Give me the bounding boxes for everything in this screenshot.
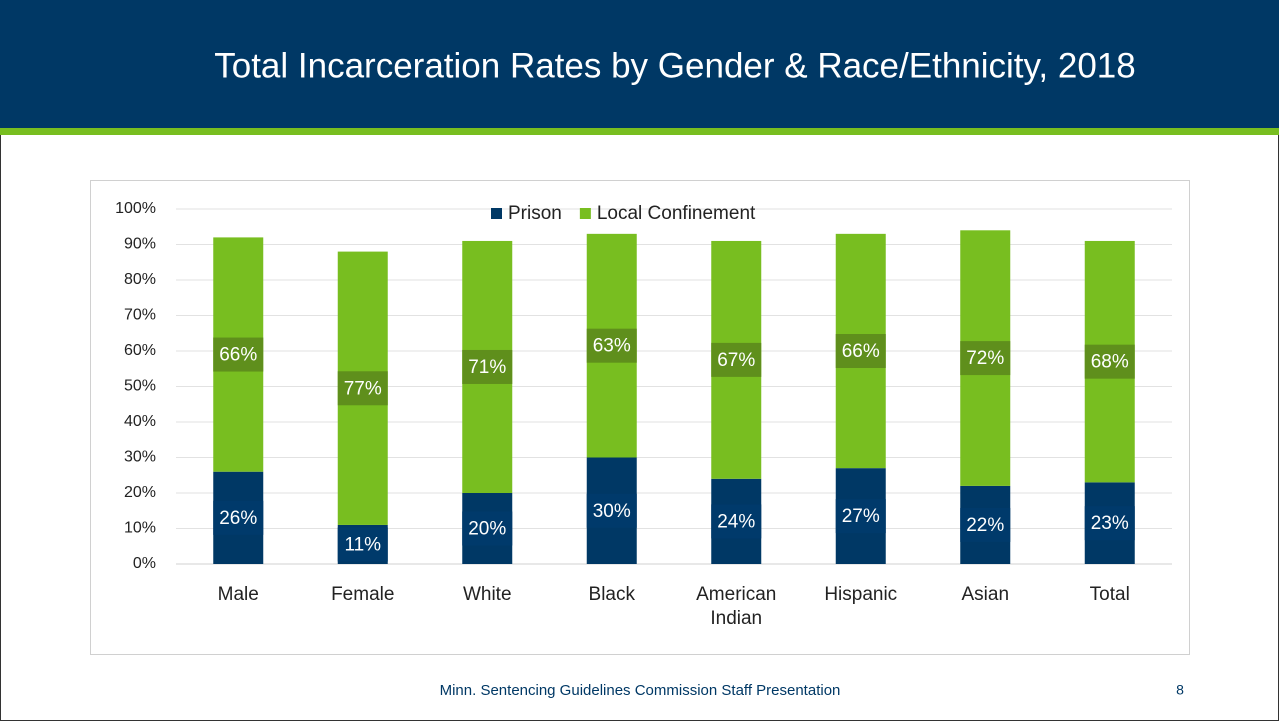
data-label: 30% [593, 501, 631, 522]
legend-label: Local Confinement [597, 203, 756, 224]
page-number: 8 [1176, 682, 1184, 698]
data-label: 68% [1091, 352, 1129, 373]
y-tick-label: 60% [124, 342, 156, 359]
y-tick-label: 40% [124, 413, 156, 430]
legend-label: Prison [508, 203, 562, 224]
data-label-box [586, 493, 637, 528]
x-tick-label: Hispanic [824, 584, 898, 605]
data-label-box [213, 500, 264, 535]
data-label-box [711, 504, 762, 539]
data-label: 71% [468, 357, 506, 378]
data-label-box [462, 349, 513, 384]
data-label-box [462, 511, 513, 546]
data-label-box [960, 507, 1011, 542]
data-label: 66% [842, 341, 880, 362]
data-label: 77% [344, 378, 382, 399]
x-tick-label: Black [588, 584, 635, 605]
data-label-box [835, 499, 886, 534]
data-label: 22% [966, 515, 1004, 536]
data-label-box [586, 328, 637, 363]
chart-title: Total Incarceration Rates by Gender & Ra… [214, 46, 1136, 85]
y-tick-label: 10% [124, 520, 156, 537]
x-tick-label: American Indian [696, 584, 777, 629]
data-label: 66% [219, 345, 257, 366]
data-label-box [337, 371, 388, 406]
legend-swatch [579, 208, 591, 219]
y-tick-label: 100% [115, 200, 156, 217]
data-label-box [960, 341, 1011, 376]
chart-frame [90, 180, 1190, 655]
x-tick-label: Total [1089, 584, 1130, 605]
x-tick-label: White [462, 584, 512, 605]
data-label-box [213, 337, 264, 372]
header-stripe [0, 128, 1279, 135]
data-label-box [1084, 506, 1135, 541]
data-label: 63% [593, 336, 631, 357]
data-label: 72% [966, 348, 1004, 369]
data-label: 26% [219, 508, 257, 529]
data-label-box [337, 527, 388, 562]
data-label: 67% [717, 350, 755, 371]
data-label: 11% [344, 534, 381, 555]
footer: Minn. Sentencing Guidelines Commission S… [440, 682, 841, 699]
y-tick-label: 0% [133, 555, 156, 572]
data-label: 27% [842, 506, 880, 527]
legend-swatch [491, 208, 502, 219]
x-tick-label: Asian [961, 584, 1010, 605]
data-label: 24% [717, 511, 755, 532]
y-tick-label: 70% [124, 307, 156, 324]
data-label: 20% [468, 519, 506, 540]
data-label: 23% [1091, 513, 1129, 534]
y-tick-label: 80% [124, 271, 156, 288]
y-tick-label: 30% [124, 449, 156, 466]
y-tick-label: 90% [124, 236, 156, 253]
data-label-box [1084, 344, 1135, 379]
x-tick-label: Male [217, 584, 259, 605]
x-tick-label: Female [331, 584, 395, 605]
y-tick-label: 50% [124, 378, 156, 395]
header [0, 0, 1279, 128]
data-label-box [711, 342, 762, 377]
y-tick-label: 20% [124, 484, 156, 501]
data-label-box [835, 334, 886, 368]
